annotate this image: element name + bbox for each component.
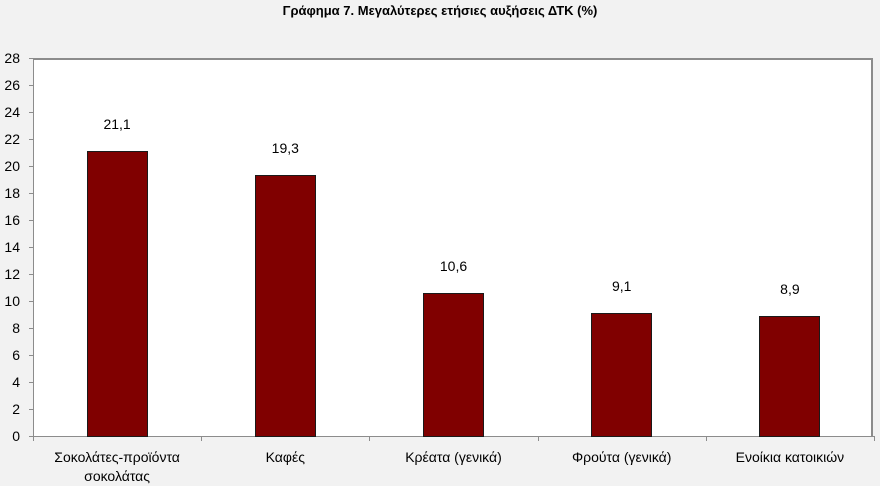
- chart-title: Γράφημα 7. Μεγαλύτερες ετήσιες αυξήσεις …: [282, 3, 598, 18]
- data-label: 21,1: [103, 116, 131, 133]
- bar: [759, 315, 821, 437]
- data-label: 8,9: [780, 280, 800, 297]
- data-label: 9,1: [611, 278, 632, 295]
- x-tick: [705, 436, 707, 441]
- x-tick: [369, 436, 371, 441]
- data-label: 10,6: [439, 257, 468, 274]
- x-category-label: Σοκολάτες-προϊόντα σοκολάτας: [54, 449, 180, 484]
- y-tick: [29, 85, 33, 86]
- x-category-label: Κρέατα (γενικά): [405, 449, 502, 465]
- y-tick-label: 0: [12, 428, 20, 444]
- bar: [423, 292, 484, 437]
- y-tick-label: 2: [12, 401, 20, 417]
- y-tick-label: 24: [4, 104, 20, 120]
- x-category-label: Καφές: [265, 449, 305, 465]
- data-label: 19,3: [271, 140, 299, 157]
- y-tick: [29, 355, 33, 356]
- y-tick: [29, 166, 33, 167]
- y-tick: [29, 301, 33, 302]
- y-tick-label: 26: [4, 77, 20, 93]
- y-tick-label: 16: [4, 212, 20, 228]
- y-tick: [29, 193, 33, 194]
- bar: [254, 175, 316, 437]
- y-tick: [29, 436, 33, 437]
- y-tick-label: 10: [4, 293, 20, 309]
- y-tick: [29, 328, 33, 329]
- y-tick: [29, 220, 33, 221]
- y-tick-label: 14: [4, 239, 20, 255]
- y-tick-label: 18: [4, 185, 20, 201]
- y-tick: [29, 409, 33, 410]
- y-tick-label: 22: [4, 131, 20, 147]
- y-tick-label: 4: [12, 374, 20, 390]
- y-tick: [29, 247, 33, 248]
- y-tick: [29, 112, 33, 113]
- y-tick-label: 20: [4, 158, 20, 174]
- y-tick: [29, 58, 33, 59]
- y-tick: [29, 139, 33, 140]
- x-category-label: Ενοίκια κατοικιών: [735, 449, 845, 465]
- y-tick-label: 28: [4, 50, 20, 66]
- x-tick: [33, 436, 34, 441]
- bar: [591, 313, 653, 437]
- bar: [86, 151, 148, 437]
- y-axis: [33, 58, 34, 437]
- y-tick: [29, 274, 33, 275]
- x-tick: [537, 436, 539, 441]
- x-tick: [201, 436, 203, 441]
- y-tick-label: 8: [12, 320, 20, 336]
- x-tick: [874, 436, 875, 441]
- y-tick-label: 12: [4, 266, 20, 282]
- x-category-label: Φρούτα (γενικά): [571, 449, 672, 465]
- y-tick-label: 6: [12, 347, 20, 363]
- y-tick: [29, 382, 33, 383]
